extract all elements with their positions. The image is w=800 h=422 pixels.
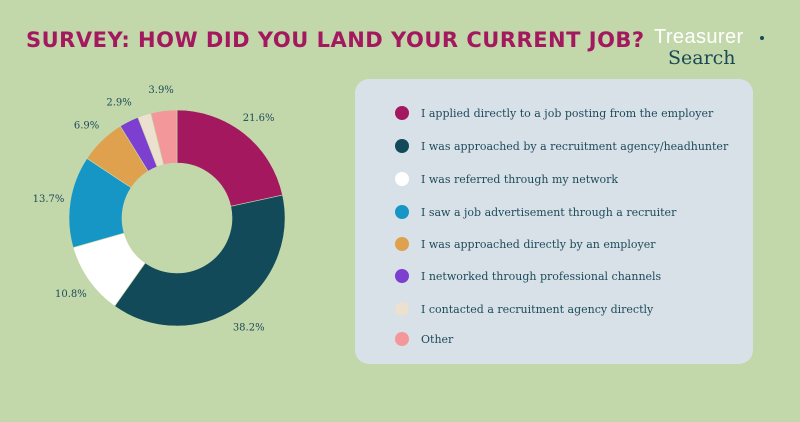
legend-swatch-icon: [395, 332, 409, 346]
legend-swatch-icon: [395, 302, 409, 316]
slice-value-label-1: 21.6%: [243, 113, 275, 124]
slice-value-label-4: 13.7%: [33, 194, 65, 205]
legend-label: I contacted a recruitment agency directl…: [421, 302, 654, 316]
slice-value-label-3: 10.8%: [55, 289, 87, 300]
legend-item: I was approached directly by an employer: [395, 235, 655, 253]
donut-slice-1: [176, 109, 283, 207]
legend-item: I saw a job advertisement through a recr…: [395, 203, 676, 221]
legend-swatch-icon: [395, 172, 409, 186]
legend-item: I was referred through my network: [395, 170, 618, 188]
legend-swatch-icon: [395, 237, 409, 251]
chart-title: SURVEY: HOW DID YOU LAND YOUR CURRENT JO…: [26, 28, 645, 52]
logo-dot-icon: [760, 36, 764, 40]
slice-value-label-8: 3.9%: [148, 85, 173, 96]
legend-label: I was approached by a recruitment agency…: [421, 139, 729, 153]
donut-chart-container: 21.6% 38.2% 10.8% 13.7% 6.9% 2.9% 3.9%: [0, 80, 340, 418]
legend-label: I was referred through my network: [421, 172, 619, 186]
slice-value-label-2: 38.2%: [233, 322, 265, 333]
treasurer-search-logo: Treasurer Search: [654, 26, 774, 74]
legend-swatch-icon: [395, 106, 409, 120]
donut-chart: 21.6% 38.2% 10.8% 13.7% 6.9% 2.9% 3.9%: [33, 85, 286, 333]
legend-label: I networked through professional channel…: [421, 269, 662, 283]
chart-legend: I applied directly to a job posting from…: [355, 79, 753, 364]
legend-label: I saw a job advertisement through a recr…: [421, 205, 677, 219]
legend-item: Other: [395, 330, 453, 348]
legend-label: Other: [421, 332, 454, 346]
legend-item: I applied directly to a job posting from…: [395, 104, 713, 122]
legend-swatch-icon: [395, 139, 409, 153]
legend-label: I was approached directly by an employer: [421, 237, 656, 251]
donut-slice-8: [150, 109, 178, 166]
legend-item: I networked through professional channel…: [395, 267, 661, 285]
legend-label: I applied directly to a job posting from…: [421, 106, 714, 120]
logo-text-top: Treasurer: [654, 26, 744, 48]
logo-text-bottom: Search: [668, 47, 736, 69]
legend-swatch-icon: [395, 205, 409, 219]
donut-slice-2: [114, 194, 286, 327]
legend-item: I was approached by a recruitment agency…: [395, 137, 728, 155]
slice-value-label-5: 6.9%: [74, 121, 99, 132]
legend-item: I contacted a recruitment agency directl…: [395, 300, 653, 318]
legend-swatch-icon: [395, 269, 409, 283]
slice-value-label-6: 2.9%: [106, 98, 131, 109]
